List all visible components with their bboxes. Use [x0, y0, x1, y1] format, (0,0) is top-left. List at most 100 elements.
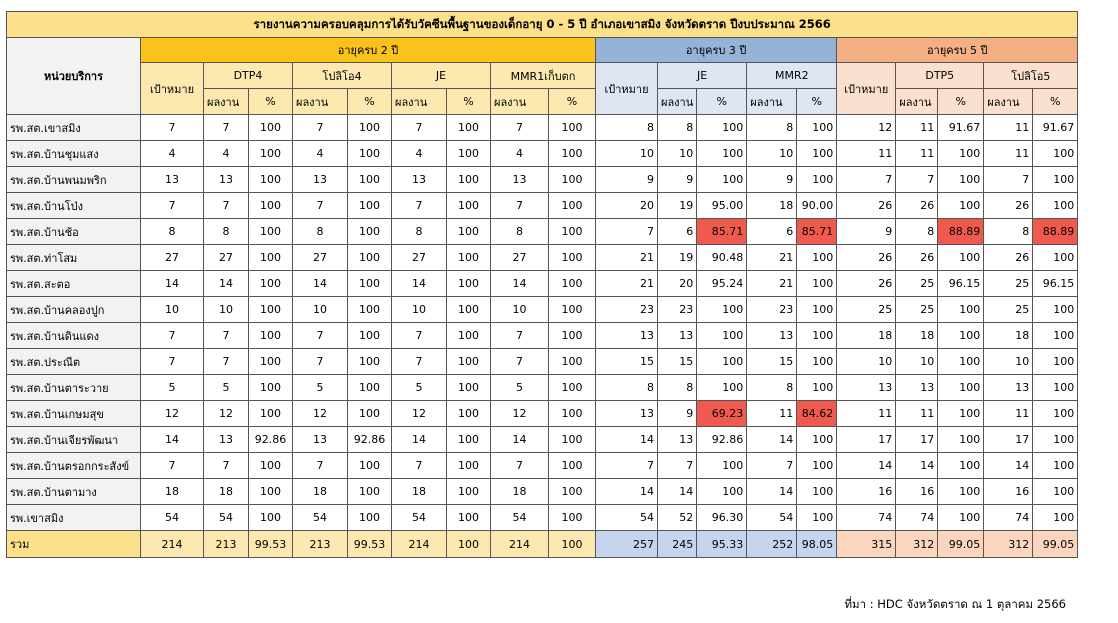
value-cell: 54 — [140, 504, 204, 531]
table-row: รพ.สต.บ้านเจียรพัฒนา 14 13 92.86 13 92.86 14 10… — [6, 426, 1079, 453]
value-cell: 14 — [836, 452, 897, 479]
table-row: รพ.สต.บ้านชุมแสง 4 4 100 4 100 4 100 4 100 10 10 100… — [6, 140, 1079, 167]
percent-subheader: % — [446, 88, 491, 115]
value-cell: 100 — [796, 452, 838, 479]
value-cell: 4 — [391, 140, 447, 167]
value-cell: 100 — [548, 270, 596, 297]
value-cell: 4 — [140, 140, 204, 167]
value-cell: 96.30 — [696, 504, 748, 531]
value-cell: 100 — [446, 400, 491, 427]
value-cell: 100 — [548, 348, 596, 375]
value-cell: 14 — [490, 270, 549, 297]
value-cell: 100 — [796, 478, 838, 505]
value-cell: 100 — [347, 478, 392, 505]
value-cell: 7 — [292, 322, 348, 349]
target-header-age5: เป้าหมาย — [836, 62, 897, 115]
value-cell: 100 — [1032, 400, 1079, 427]
unit-name: รพ.สต.บ้านดินแดง — [6, 322, 141, 349]
unit-header: หน่วยบริการ — [6, 37, 141, 115]
value-cell: 252 — [746, 530, 798, 558]
value-cell: 54 — [746, 504, 798, 531]
total-row: รวม 214 213 99.53 213 99.53 214 100 214 100 257 245… — [6, 530, 1079, 558]
value-cell: 7 — [140, 322, 204, 349]
unit-name: รพ.สต.บ้านตาระวาย — [6, 374, 141, 401]
unit-name: รพ.สต.บ้านเจียรพัฒนา — [6, 426, 141, 453]
unit-name: รพ.สต.ประณีต — [6, 348, 141, 375]
value-cell: 74 — [983, 504, 1034, 531]
value-cell: 100 — [248, 270, 293, 297]
value-cell: 100 — [696, 166, 748, 193]
value-cell: 91.67 — [937, 114, 985, 141]
value-cell: 100 — [937, 322, 985, 349]
value-cell: 100 — [548, 374, 596, 401]
group-age2-header: อายุครบ 2 ปี — [140, 37, 596, 63]
value-cell: 13 — [746, 322, 798, 349]
table-row: รพ.สต.บ้านดินแดง 7 7 100 7 100 7 100 7 100 13 13 100… — [6, 322, 1079, 349]
value-cell: 100 — [548, 114, 596, 141]
value-cell: 7 — [595, 452, 658, 479]
value-cell: 100 — [548, 504, 596, 531]
value-cell: 96.15 — [937, 270, 985, 297]
value-cell: 7 — [490, 322, 549, 349]
value-cell: 13 — [595, 400, 658, 427]
value-cell: 20 — [595, 192, 658, 219]
value-cell: 8 — [746, 374, 798, 401]
value-cell: 54 — [595, 504, 658, 531]
value-cell: 11 — [895, 400, 939, 427]
table-row: รพ.สต.บ้านตรอกกระสังข์ 7 7 100 7 100 7 100 7 100 7… — [6, 452, 1079, 479]
value-cell: 100 — [1032, 348, 1079, 375]
value-cell: 13 — [895, 374, 939, 401]
vaccine-mmr2-header: MMR2 — [746, 62, 838, 89]
value-cell: 54 — [490, 504, 549, 531]
value-cell: 100 — [937, 166, 985, 193]
value-cell: 100 — [347, 114, 392, 141]
value-cell: 23 — [595, 296, 658, 323]
value-cell: 214 — [490, 530, 549, 558]
value-cell: 315 — [836, 530, 897, 558]
value-cell: 100 — [796, 296, 838, 323]
value-cell: 100 — [696, 140, 748, 167]
value-cell: 26 — [983, 192, 1034, 219]
value-cell: 7 — [203, 114, 249, 141]
value-cell: 5 — [490, 374, 549, 401]
value-cell: 7 — [391, 322, 447, 349]
value-cell: 7 — [836, 166, 897, 193]
value-cell: 100 — [446, 218, 491, 245]
value-cell: 14 — [656, 478, 698, 505]
value-cell: 11 — [895, 140, 939, 167]
value-cell: 100 — [347, 192, 392, 219]
value-cell: 7 — [292, 452, 348, 479]
value-cell: 17 — [895, 426, 939, 453]
value-cell: 100 — [548, 322, 596, 349]
value-cell: 7 — [391, 452, 447, 479]
value-cell: 11 — [895, 114, 939, 141]
value-cell: 7 — [490, 192, 549, 219]
value-cell: 7 — [391, 192, 447, 219]
value-cell: 10 — [391, 296, 447, 323]
value-cell: 88.89 — [1032, 218, 1079, 245]
value-cell: 100 — [446, 530, 491, 558]
value-cell: 100 — [347, 270, 392, 297]
value-cell: 10 — [656, 140, 698, 167]
value-cell: 21 — [746, 244, 798, 271]
value-cell: 100 — [1032, 504, 1079, 531]
value-cell: 100 — [1032, 322, 1079, 349]
value-cell: 27 — [391, 244, 447, 271]
value-cell: 85.71 — [796, 218, 838, 245]
value-cell: 52 — [656, 504, 698, 531]
value-cell: 14 — [595, 426, 658, 453]
value-cell: 14 — [140, 270, 204, 297]
value-cell: 21 — [746, 270, 798, 297]
value-cell: 21 — [595, 270, 658, 297]
vaccine-dtp4-header: DTP4 — [203, 62, 293, 89]
result-subheader: ผลงาน — [391, 88, 447, 115]
value-cell: 100 — [1032, 374, 1079, 401]
value-cell: 18 — [983, 322, 1034, 349]
value-cell: 7 — [140, 348, 204, 375]
vaccine-opv5-header: โปลิโอ5 — [983, 62, 1079, 89]
value-cell: 27 — [490, 244, 549, 271]
value-cell: 214 — [140, 530, 204, 558]
value-cell: 100 — [696, 348, 748, 375]
value-cell: 100 — [548, 400, 596, 427]
value-cell: 10 — [895, 348, 939, 375]
